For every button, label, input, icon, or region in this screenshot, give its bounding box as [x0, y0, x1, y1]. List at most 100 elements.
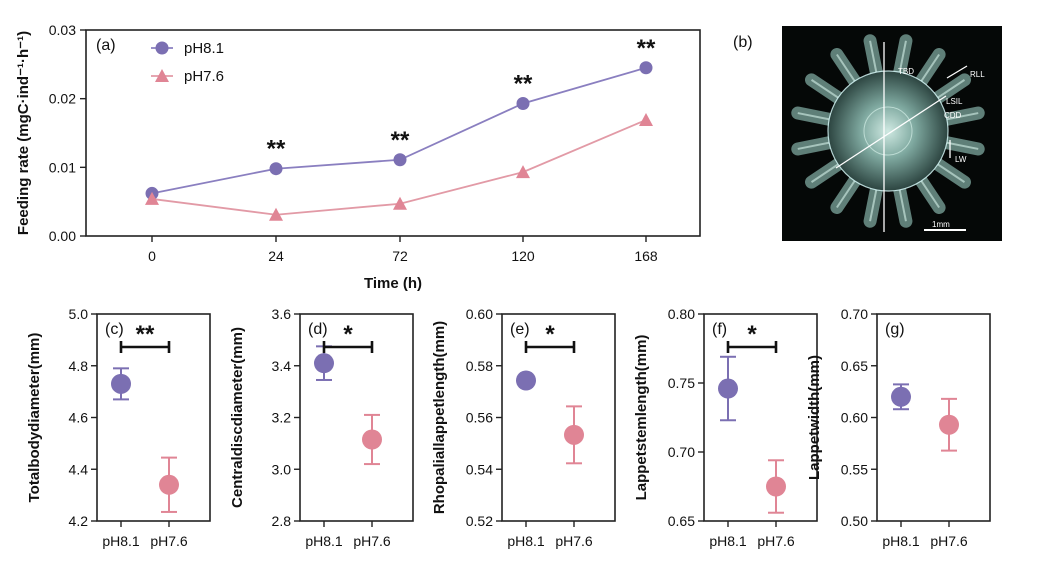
legend-label-pH7.6: pH7.6 — [184, 68, 224, 85]
feeding-rate-chart: 0.00 0.01 0.02 0.03 0 24 72 120 168 Time (h) Feedi… — [15, 22, 701, 292]
data-point-pH7.6 — [393, 196, 407, 210]
y-tick-label: 3.6 — [272, 306, 292, 322]
y-tick-label: 0.00 — [49, 228, 76, 244]
significance-label: * — [747, 321, 757, 348]
y-tick-label: 4.2 — [69, 513, 89, 529]
y-tick-label: 2.8 — [272, 513, 292, 529]
photo-annotation-lw: LW — [955, 155, 967, 164]
y-tick-label: 0.02 — [49, 91, 76, 107]
y-tick-label: 0.03 — [49, 22, 76, 38]
x-tick-label: 24 — [268, 248, 284, 264]
data-point-pH8.1 — [269, 162, 283, 176]
y-tick-label: 3.0 — [272, 461, 292, 477]
plot-frame — [876, 313, 991, 522]
rll-arrow — [946, 65, 968, 79]
x-tick-label: 0 — [148, 248, 156, 264]
plot-frame — [501, 313, 616, 522]
panel-label: (e) — [510, 321, 530, 338]
x-tick-label: 168 — [634, 248, 658, 264]
legend-label-pH8.1: pH8.1 — [184, 40, 224, 57]
y-tick-label: 0.65 — [841, 358, 868, 374]
data-point-pH8.1 — [718, 378, 738, 399]
y-tick-label: 0.01 — [49, 159, 76, 175]
y-axis-title: Totalbodydiameter(mm) — [26, 333, 43, 503]
x-tick-label: pH7.6 — [150, 533, 188, 549]
y-tick-label: 0.52 — [466, 513, 493, 529]
data-point-pH8.1 — [393, 153, 407, 167]
y-axis-title: Centraldiscdiameter(mm) — [229, 327, 246, 508]
y-tick-label: 0.60 — [841, 410, 868, 426]
data-point-pH8.1 — [111, 373, 131, 394]
photo-annotation-cdd: CDD — [944, 111, 962, 120]
y-tick-label: 0.75 — [668, 375, 695, 391]
x-tick-label: pH7.6 — [353, 533, 391, 549]
x-tick-label: pH8.1 — [507, 533, 545, 549]
significance-label: ** — [136, 321, 155, 348]
y-tick-label: 3.4 — [272, 358, 292, 374]
y-tick-label: 0.54 — [466, 461, 493, 477]
significance-label: * — [343, 321, 353, 348]
data-point-pH8.1 — [314, 353, 334, 374]
y-tick-label: 0.56 — [466, 410, 493, 426]
lappet-stem-length-chart: 0.65 0.70 0.75 0.80 pH8.1 pH7.6 Lappetstemleng… — [633, 306, 818, 549]
y-axis-title: Lappetstemlength(mm) — [633, 335, 650, 501]
panel-label: (d) — [308, 321, 328, 338]
y-axis-title: Rhopaliallappetlength(mm) — [431, 321, 448, 514]
y-tick-label: 4.4 — [69, 461, 89, 477]
data-point-pH8.1 — [891, 386, 911, 407]
data-point-pH8.1 — [516, 96, 530, 110]
legend-marker-pH7.6 — [155, 69, 169, 82]
cdd-arrow — [835, 95, 947, 169]
jellyfish-bell-rim — [827, 70, 949, 192]
significance-label: ** — [267, 136, 286, 163]
y-tick-label: 5.0 — [69, 306, 89, 322]
x-tick-label: pH8.1 — [102, 533, 140, 549]
data-point-pH7.6 — [269, 207, 283, 221]
data-point-pH7.6 — [159, 474, 179, 495]
x-tick-label: 72 — [392, 248, 408, 264]
x-tick-label: pH7.6 — [757, 533, 795, 549]
data-point-pH7.6 — [939, 414, 959, 435]
data-point-pH8.1 — [516, 370, 536, 391]
x-tick-label: pH7.6 — [555, 533, 593, 549]
x-tick-label: pH8.1 — [882, 533, 920, 549]
y-axis-title: Feeding rate (mgC·ind⁻¹·h⁻¹) — [15, 31, 32, 235]
jellyfish-body — [828, 71, 948, 191]
panel-label-b: (b) — [733, 34, 753, 51]
significance-label: ** — [637, 35, 656, 62]
panel-label: (g) — [885, 321, 905, 338]
data-point-pH7.6 — [639, 112, 653, 126]
plot-frame — [299, 313, 414, 522]
y-tick-label: 4.6 — [69, 410, 89, 426]
y-tick-label: 0.65 — [668, 513, 695, 529]
rhopalial-lappet-length-chart: 0.52 0.54 0.56 0.58 0.60 pH8.1 pH7.6 Rhopaliall… — [431, 306, 616, 549]
significance-label: * — [545, 321, 555, 348]
y-tick-label: 0.50 — [841, 513, 868, 529]
panel-label: (c) — [105, 321, 124, 338]
y-tick-label: 0.70 — [668, 444, 695, 460]
x-axis-title: Time (h) — [364, 275, 422, 292]
data-point-pH7.6 — [564, 424, 584, 445]
y-tick-label: 3.2 — [272, 410, 292, 426]
jellyfish-central-disc — [863, 106, 913, 156]
legend-marker-pH8.1 — [155, 41, 169, 55]
y-axis-title: Lappetwidth(mm) — [806, 355, 823, 480]
photo-annotation-tbd: TBD — [898, 67, 914, 76]
data-point-pH7.6 — [766, 476, 786, 497]
panel-label: (f) — [712, 321, 727, 338]
x-tick-label: pH8.1 — [709, 533, 747, 549]
panel-label-a: (a) — [96, 37, 116, 54]
plot-frame — [85, 29, 701, 237]
lappet-width-chart: 0.50 0.55 0.60 0.65 0.70 pH8.1 pH7.6 Lappetwidt… — [806, 306, 991, 549]
data-point-pH7.6 — [516, 165, 530, 179]
central-disc-diameter-chart: 2.8 3.0 3.2 3.4 3.6 pH8.1 pH7.6 Centraldiscdiam… — [229, 306, 414, 549]
photo-annotation-lsil: LSIL — [946, 97, 963, 106]
data-point-pH7.6 — [362, 429, 382, 450]
scale-label: 1mm — [932, 220, 950, 229]
plot-frame — [703, 313, 818, 522]
y-tick-label: 0.55 — [841, 461, 868, 477]
y-tick-label: 4.8 — [69, 358, 89, 374]
photo-annotation-rll: RLL — [970, 70, 985, 79]
significance-label: ** — [514, 70, 533, 97]
